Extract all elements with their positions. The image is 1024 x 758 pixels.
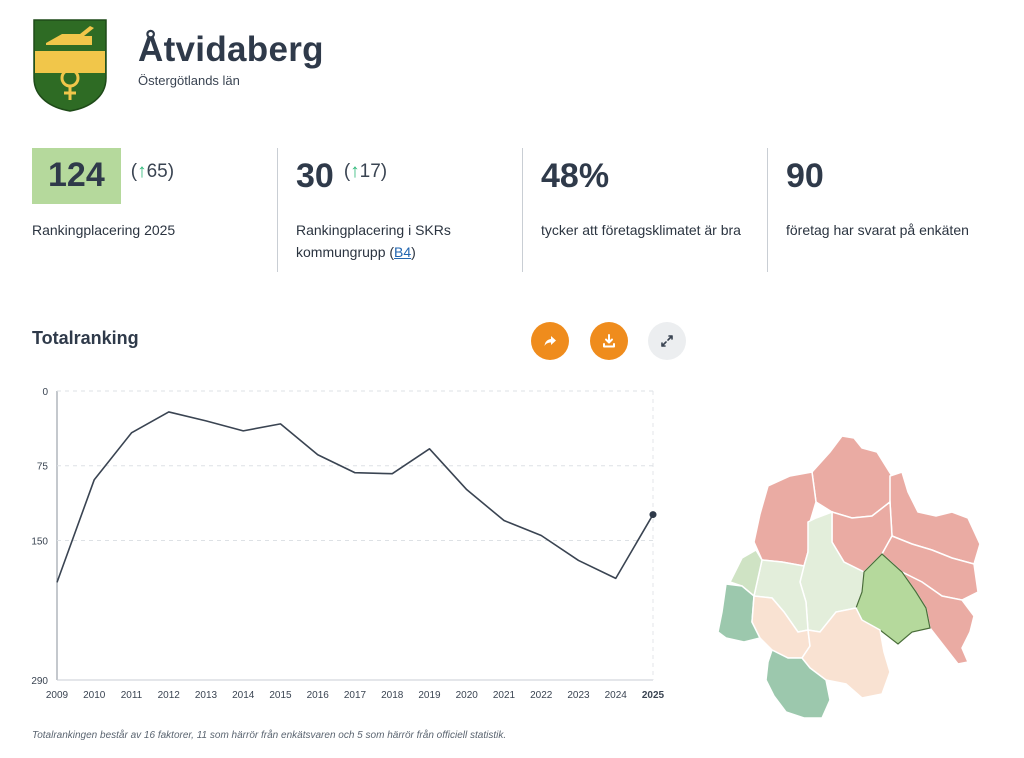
x-tick-label: 2016	[307, 690, 330, 701]
header: Åtvidaberg Östergötlands län	[32, 18, 632, 114]
expand-icon	[661, 335, 673, 347]
y-tick-label: 290	[31, 676, 48, 687]
expand-button[interactable]	[648, 322, 686, 360]
ranking-highlight: 124	[32, 148, 121, 204]
page-title: Åtvidaberg	[138, 30, 324, 69]
respondents-label: företag har svarat på enkäten	[786, 222, 969, 238]
divider	[277, 148, 278, 272]
group-ranking-label-line1: Rankingplacering i SKRs	[296, 222, 451, 238]
x-tick-label: 2015	[269, 690, 292, 701]
ranking-change-value: 65	[146, 161, 168, 182]
footnote: Totalrankingen består av 16 faktorer, 11…	[32, 730, 507, 741]
divider	[767, 148, 768, 272]
stat-climate: 48% tycker att företagsklimatet är bra	[541, 148, 761, 272]
county-map	[717, 435, 981, 719]
group-ranking-value: 30	[296, 156, 334, 195]
stat-group-ranking: 30 (↑17) Rankingplacering i SKRs kommung…	[296, 148, 516, 272]
totalranking-chart: 0 75 150 290 2009 2010 2011 2012 2013 2014 2015 201…	[31, 387, 665, 701]
ranking-change: (↑65)	[130, 161, 175, 182]
share-icon	[544, 336, 556, 346]
x-tick-label: 2010	[83, 690, 106, 701]
data-point-2025	[649, 511, 657, 519]
x-tick-label: 2025	[642, 690, 665, 701]
y-tick-label: 75	[37, 462, 49, 473]
up-arrow-icon: ↑	[350, 161, 360, 182]
x-tick-label: 2011	[121, 690, 143, 701]
map-region-far-west[interactable]	[717, 583, 762, 643]
series-line	[56, 411, 654, 583]
section-title: Totalranking	[32, 328, 139, 348]
coat-of-arms-logo	[33, 19, 107, 112]
x-tick-label: 2023	[567, 690, 590, 701]
up-arrow-icon: ↑	[137, 161, 147, 182]
x-tick-label: 2021	[493, 690, 516, 701]
respondents-value: 90	[786, 156, 824, 195]
stat-ranking: 124 (↑65) Rankingplacering 2025	[32, 148, 262, 272]
group-ranking-label-prefix: kommungrupp (	[296, 244, 395, 260]
ranking-value: 124	[48, 156, 105, 194]
county-subtitle: Östergötlands län	[138, 73, 240, 88]
x-tick-label: 2012	[158, 690, 181, 701]
climate-value: 48%	[541, 156, 610, 195]
kommungrupp-link[interactable]: B4	[394, 244, 412, 260]
group-ranking-label-suffix: )	[411, 244, 416, 260]
map-region-nw[interactable]	[753, 471, 817, 567]
x-tick-label: 2022	[530, 690, 553, 701]
x-tick-label: 2020	[456, 690, 479, 701]
map-region-far-south[interactable]	[765, 648, 831, 719]
download-button[interactable]	[590, 322, 628, 360]
group-ranking-label: Rankingplacering i SKRs kommungrupp (B4)	[296, 219, 451, 263]
x-tick-label: 2018	[381, 690, 404, 701]
y-tick-label: 150	[31, 536, 48, 547]
x-tick-label: 2014	[232, 690, 255, 701]
x-tick-label: 2019	[418, 690, 441, 701]
x-tick-label: 2024	[605, 690, 628, 701]
climate-label: tycker att företagsklimatet är bra	[541, 222, 741, 238]
share-button[interactable]	[531, 322, 569, 360]
stat-respondents: 90 företag har svarat på enkäten	[786, 148, 1006, 272]
divider	[522, 148, 523, 272]
group-ranking-change-value: 17	[359, 161, 381, 182]
group-ranking-change: (↑17)	[343, 161, 388, 182]
map-region-ne-1[interactable]	[811, 435, 893, 519]
x-tick-label: 2013	[195, 690, 218, 701]
x-tick-label: 2009	[46, 690, 69, 701]
stats-row: 124 (↑65) Rankingplacering 2025 30 (↑17)…	[32, 148, 1016, 274]
y-tick-label: 0	[42, 387, 48, 398]
x-tick-label: 2017	[344, 690, 367, 701]
ranking-label: Rankingplacering 2025	[32, 222, 176, 238]
download-icon	[603, 334, 615, 348]
